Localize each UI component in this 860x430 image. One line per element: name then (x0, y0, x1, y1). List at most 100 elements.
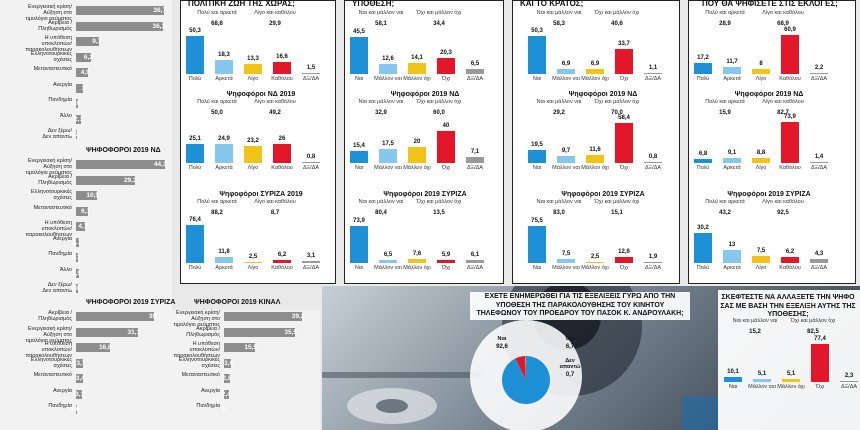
header-state: ΚΑΙ ΤΟ ΚΡΑΤΟΣ; (520, 0, 584, 8)
chart11-cat-3: Καθόλου (779, 265, 801, 271)
chart17-value-4: 2,8 (222, 375, 232, 382)
chart14-bar-2 (76, 37, 100, 46)
chart14-bar-7 (76, 114, 82, 124)
chart2-bar-2 (244, 261, 262, 263)
chart15-bar-5 (76, 237, 80, 247)
chart0-cat-3: Καθόλου (271, 76, 293, 82)
chart14-cat-7: Άλλο (59, 112, 72, 119)
chart8-bar-1 (557, 259, 575, 263)
chart16-title: ΨΗΦΟΦΟΡΟΙ 2019 ΣΥΡΙΖΑ (86, 299, 176, 306)
chart14-bar-3 (76, 52, 91, 62)
chart15-value-7: 1,5 (71, 269, 81, 277)
chart4-value-3: 40 (442, 122, 450, 129)
chart17-cat-4: Μεταναστευτικό (181, 372, 220, 378)
chart0-value-1: 18,3 (218, 52, 230, 59)
chart6-bar-3 (615, 48, 633, 74)
panel-case-question (344, 0, 504, 284)
chart16-bar-6 (76, 405, 78, 414)
chart17-cat-2: Η υπόθεση υποκλοπών/ παρακολουθήσεων (173, 341, 220, 359)
chart0-bar-2 (244, 64, 262, 74)
chart12-bar-2 (782, 379, 800, 382)
chart0-group-label-0: Πολύ και αρκετά (197, 10, 237, 16)
chart10-cat-3: Καθόλου (779, 165, 801, 171)
chart14-cat-1: Ακρίβεια / Πληθωρισμός (38, 19, 72, 32)
chart10-group-label-0: Πολύ και αρκετά (705, 99, 745, 105)
chart5-value-4: 6,1 (470, 251, 480, 258)
chart12-group-value-1: 82,5 (807, 329, 819, 335)
chart6-value-3: 33,7 (618, 40, 630, 47)
chart17-value-3: 3,6 (224, 359, 234, 367)
chart5-bar-4 (466, 259, 484, 263)
chart0-bar-4 (302, 72, 320, 74)
chart9-bar-1 (723, 66, 741, 74)
chart12-cat-4: ΔΞ/ΔΑ (840, 384, 858, 390)
chart9-cat-4: ΔΞ/ΔΑ (810, 76, 828, 82)
chart14-value-6: 0,8 (70, 100, 80, 107)
chart9-bar-3 (781, 35, 799, 74)
chart11-group-value-0: 43,2 (719, 210, 731, 216)
chart3-group-value-1: 34,4 (433, 21, 445, 27)
chart3-cat-4: ΔΞ/ΔΑ (466, 76, 484, 82)
chart16-value-3: 3,7 (76, 359, 86, 367)
chart2-cat-0: Πολύ (188, 265, 202, 271)
chart0-bar-0 (186, 36, 204, 74)
chart4-bar-1 (379, 148, 397, 163)
chart12-bar-1 (753, 379, 771, 382)
chart11-group-label-0: Πολύ και αρκετά (705, 199, 745, 205)
chart9-value-1: 11,7 (726, 58, 738, 65)
chart12-value-1: 5,1 (757, 371, 767, 378)
chart14-value-7: 2,1 (73, 115, 84, 123)
chart7-cat-1: Μάλλον ναι (552, 165, 580, 171)
chart15-cat-5: Ανεργία (52, 235, 72, 242)
chart4-title: Ψηφοφόροι 2019 ΝΔ (390, 91, 460, 98)
chart4-bar-2 (408, 146, 426, 163)
chart2-bar-1 (215, 257, 233, 263)
chart5-cat-1: Μάλλον ναι (374, 265, 402, 271)
chart6-group-value-0: 58,3 (553, 21, 565, 27)
chart0-bar-1 (215, 60, 233, 74)
chart15-bar-6 (76, 253, 79, 262)
chart8-title: Ψηφοφόροι 2019 ΣΥΡΙΖΑ (561, 191, 645, 198)
chart3-value-3: 20,3 (440, 49, 452, 56)
chart12-cat-0: Ναι (728, 384, 738, 390)
chart17-value-1: 35,5 (284, 328, 297, 336)
chart15-bar-4 (76, 222, 86, 231)
chart16-bar-4 (76, 374, 83, 383)
chart3-value-0: 45,5 (353, 29, 365, 36)
chart4-cat-0: Ναι (354, 165, 364, 171)
chart8-cat-0: Ναι (532, 265, 542, 271)
chart15-cat-1: Ακρίβεια / Πληθωρισμός (38, 173, 72, 186)
chart8-value-4: 1,9 (648, 253, 658, 260)
chart16-cat-1: Ενεργειακή κρίση/ Αύξηση στο τιμολόγιο ρ… (25, 325, 72, 344)
chart11-cat-1: Αρκετά (723, 265, 741, 271)
chart10-value-0: 6,8 (698, 151, 708, 158)
chart15-cat-6: Πανδημία (48, 251, 72, 257)
chart17-cat-5: Ανεργία (200, 387, 220, 394)
chart7-bar-1 (557, 156, 575, 163)
chart16-cat-0: Ακρίβεια / Πληθωρισμός (38, 310, 72, 322)
chart11-group-value-1: 92,5 (777, 210, 789, 216)
chart14-cat-4: Μεταναστευτικό (33, 66, 72, 72)
chart2-cat-1: Αρκετά (215, 265, 233, 271)
chart14-value-4: 4,9 (80, 69, 90, 76)
chart5-value-2: 7,6 (412, 251, 422, 258)
chart16-bar-2 (76, 343, 110, 352)
chart6-bar-4 (644, 72, 662, 74)
chart12-bar-4 (840, 380, 858, 382)
chart17-cat-1: Ακρίβεια / Πληθωρισμός (186, 325, 220, 338)
chart1-value-3: 26 (278, 135, 286, 142)
chart2-value-1: 11,8 (218, 249, 230, 256)
chart10-bar-3 (781, 122, 799, 163)
chart16-bar-3 (76, 358, 84, 368)
chart2-value-2: 2,5 (248, 253, 258, 260)
chart10-group-value-1: 82,7 (777, 110, 789, 116)
chart5-group-value-0: 80,4 (375, 210, 387, 216)
chart7-value-2: 11,6 (589, 147, 601, 154)
chart15-cat-8: Δεν ξέρω/ Δεν απαντώ (42, 282, 72, 294)
chart3-value-4: 6,5 (470, 60, 480, 67)
chart12-value-2: 5,1 (786, 371, 796, 378)
chart9-cat-2: Λίγο (755, 76, 767, 82)
chart5-title: Ψηφοφόροι 2019 ΣΥΡΙΖΑ (383, 191, 467, 198)
chart1-value-4: 0,8 (306, 153, 316, 160)
chart10-cat-0: Πολύ (696, 165, 710, 171)
